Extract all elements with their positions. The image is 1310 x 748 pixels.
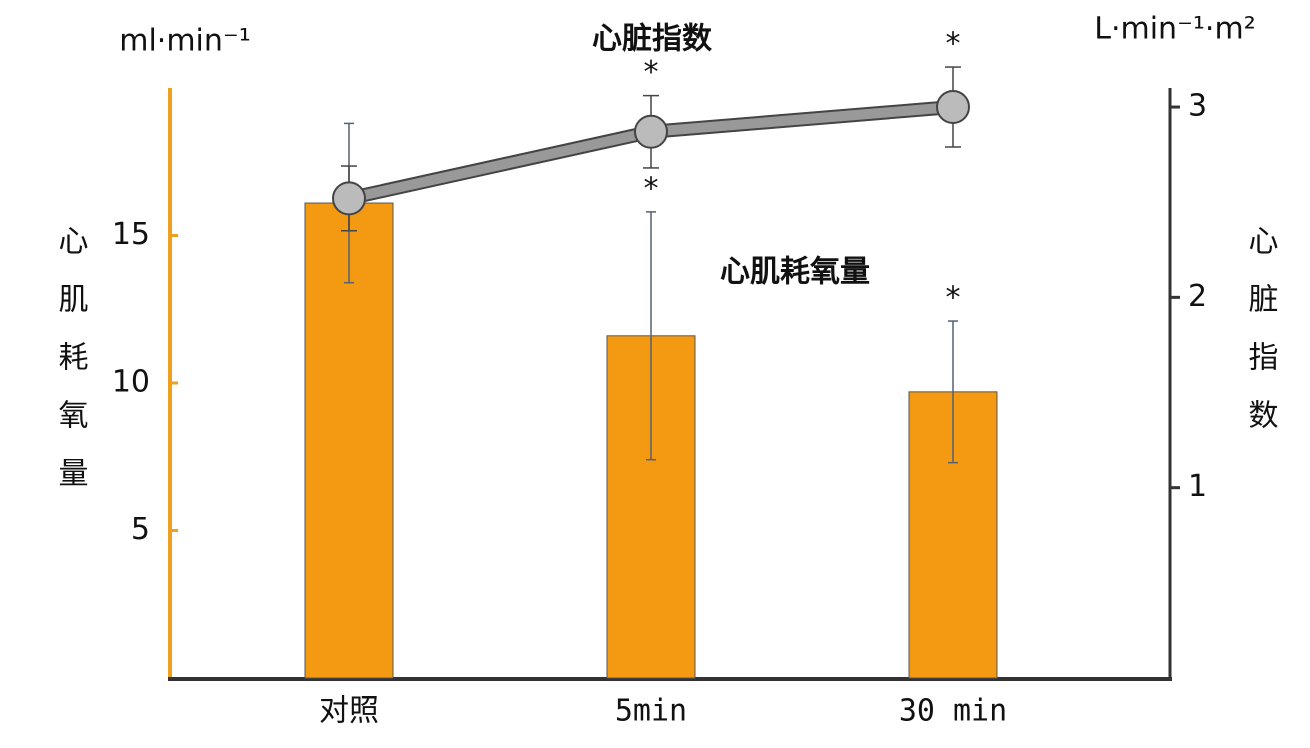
x-tick-label: 对照 <box>319 694 379 729</box>
significance-marker: * <box>946 281 961 316</box>
x-tick-label: 30 min <box>899 694 1007 729</box>
y-tick-label: 10 <box>112 365 150 400</box>
y-tick-label: 15 <box>112 217 150 252</box>
y2-tick-label: 3 <box>1188 89 1207 124</box>
y2-unit: L·min⁻¹·m² <box>1094 12 1255 47</box>
y2-tick-label: 1 <box>1188 469 1207 504</box>
significance-marker: * <box>644 171 659 206</box>
series-label: 心脏指数 <box>592 22 713 57</box>
point <box>332 181 366 216</box>
y-axis-label: 心肌耗氧量 <box>53 225 89 515</box>
y-tick-label: 5 <box>131 512 150 547</box>
series-label: 心肌耗氧量 <box>720 255 870 290</box>
point <box>936 90 970 125</box>
y2-axis-label: 心脏指数 <box>1243 225 1279 457</box>
significance-marker: * <box>644 55 659 90</box>
y-unit: ml·min⁻¹ <box>119 24 251 59</box>
y2-tick-label: 2 <box>1188 279 1207 314</box>
x-tick-label: 5min <box>615 694 687 729</box>
point <box>634 114 668 149</box>
significance-marker: * <box>946 27 961 62</box>
